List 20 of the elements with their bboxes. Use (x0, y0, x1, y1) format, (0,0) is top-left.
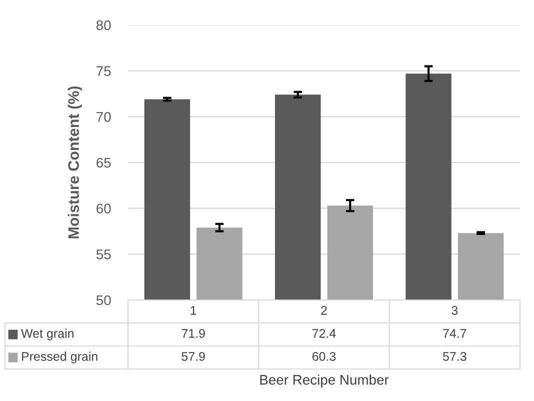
data-label: 60.3 (312, 352, 336, 361)
y-tick-label: 80 (96, 20, 111, 30)
x-axis-title: Beer Recipe Number (260, 374, 389, 388)
data-label: 57.3 (443, 352, 466, 361)
x-tick-label: 3 (452, 306, 458, 315)
x-tick-label: 1 (190, 306, 196, 315)
data-label: 57.9 (182, 352, 205, 361)
legend-label: Pressed grain (22, 352, 98, 364)
y-tick-label: 60 (96, 204, 111, 214)
y-axis-title: Moisture Content (%) (68, 86, 82, 238)
y-tick-label: 70 (96, 112, 111, 122)
data-label: 72.4 (312, 329, 336, 338)
y-tick-label: 55 (96, 250, 111, 260)
legend-label: Wet grain (21, 328, 74, 340)
y-tick-label: 75 (96, 66, 111, 76)
x-tick-label: 2 (321, 306, 327, 315)
y-tick-label: 65 (96, 158, 111, 168)
data-label: 74.7 (443, 329, 466, 338)
data-label: 71.9 (182, 329, 205, 338)
y-tick-label: 50 (96, 295, 111, 306)
